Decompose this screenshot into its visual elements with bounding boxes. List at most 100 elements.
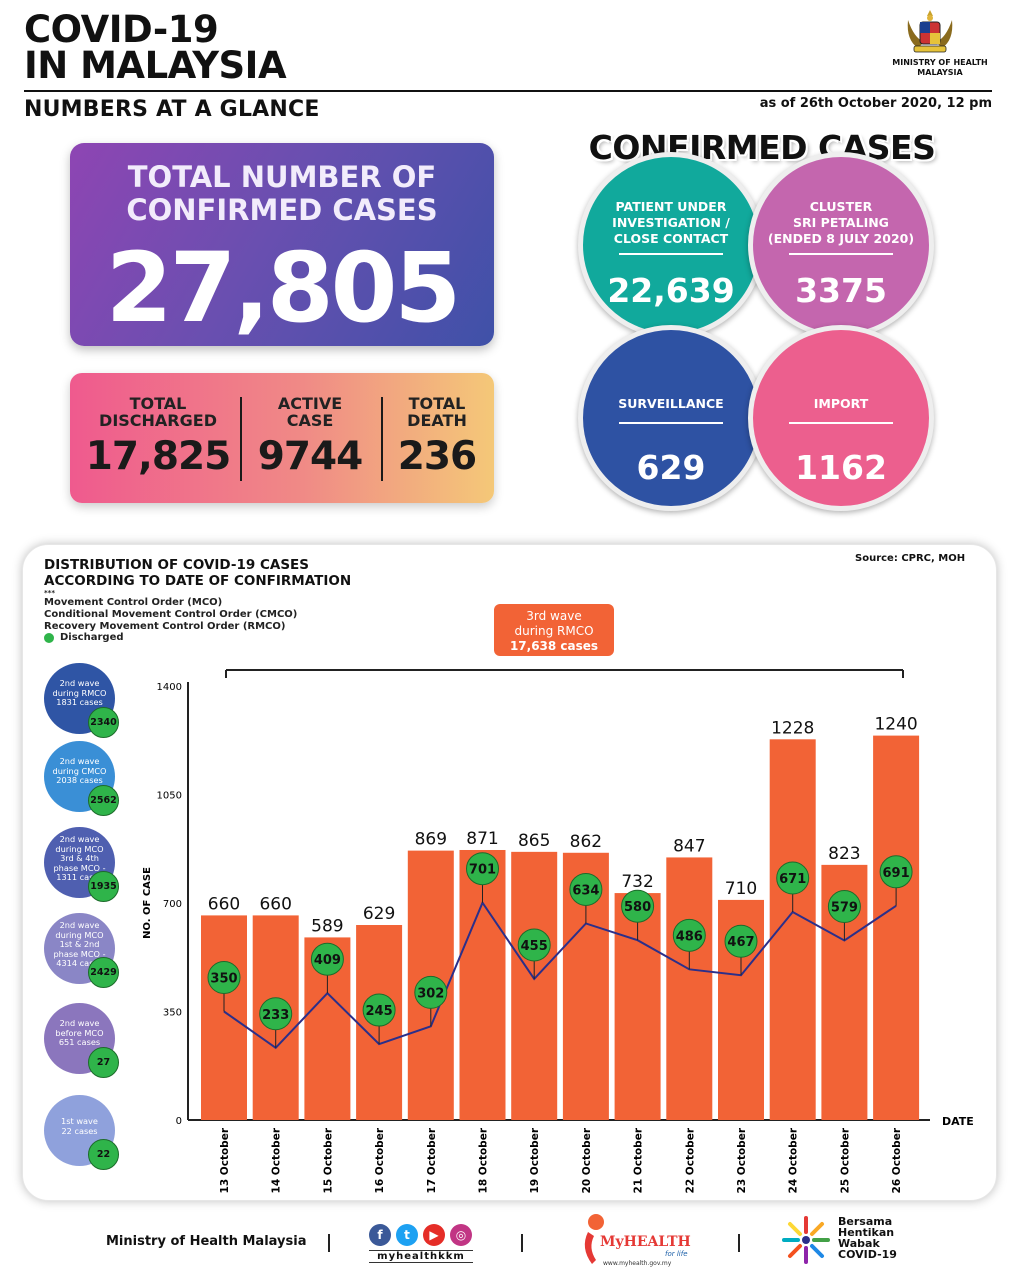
discharged-value-label: 691 <box>883 866 910 881</box>
annotation-line-1: 3rd wave <box>526 609 581 623</box>
surveillance-divider <box>619 422 723 424</box>
campaign-line-3: Wabak <box>838 1237 880 1250</box>
discharged-marker <box>517 928 551 962</box>
ministry-line-1: MINISTRY OF HEALTH <box>892 58 988 67</box>
y-tick-label: 1050 <box>157 791 182 802</box>
wave-text-line: 2nd wave <box>59 678 100 688</box>
y-tick-label: 1400 <box>157 682 182 693</box>
cluster-label-2: SRI PETALING <box>793 215 889 230</box>
total-confirmed-value: 27,805 <box>105 232 461 344</box>
annotation-line-3: 17,638 cases <box>510 639 598 653</box>
wave-text: 1st wave 22 cases <box>44 1095 115 1136</box>
x-tick-label: 25 October <box>839 1127 851 1193</box>
x-tick-label: 13 October <box>219 1127 231 1193</box>
bar <box>511 851 558 1120</box>
wave-text-line: 3rd & 4th <box>60 853 99 863</box>
wave-text: 2nd wave before MCO 651 cases <box>44 1003 115 1048</box>
wave-discharged-badge: 2340 <box>88 707 119 738</box>
death-label-1: TOTAL <box>408 394 466 413</box>
import-divider <box>789 422 893 424</box>
legend-mco: Movement Control Order (MCO) <box>44 597 223 608</box>
active-label-1: ACTIVE <box>277 394 343 413</box>
x-tick-label: 18 October <box>478 1127 490 1193</box>
source-label: Source: CPRC, MOH <box>855 553 966 564</box>
discharged-value-label: 233 <box>262 1008 289 1023</box>
total-label-line-1: TOTAL NUMBER OF <box>127 160 437 194</box>
x-tick-label: 23 October <box>736 1127 748 1193</box>
footer-divider <box>738 1234 740 1252</box>
discharged-value-label: 486 <box>676 929 703 944</box>
total-label-line-2: CONFIRMED CASES <box>126 193 438 227</box>
wave-text-line: 1311 cases <box>56 872 103 882</box>
cluster-label: CLUSTER SRI PETALING (ENDED 8 JULY 2020) <box>763 199 919 247</box>
discharged-marker <box>414 975 448 1009</box>
surveillance-value: 629 <box>636 448 706 487</box>
campaign-line-4: COVID-19 <box>838 1248 897 1261</box>
discharged-value-label: 409 <box>314 953 341 968</box>
import-label: IMPORT <box>813 396 869 411</box>
bar <box>666 857 713 1120</box>
discharged-marker <box>776 861 810 895</box>
bar-value-label: 862 <box>570 832 602 852</box>
campaign-burst-icon <box>782 1216 830 1264</box>
discharged-label-2: DISCHARGED <box>99 411 217 430</box>
facebook-icon[interactable]: f <box>369 1224 391 1246</box>
campaign-line-2: Hentikan <box>838 1226 895 1239</box>
header-divider <box>24 90 992 92</box>
wave-text-line: 651 cases <box>58 1037 101 1047</box>
legend-discharged: Discharged <box>60 632 124 643</box>
bar-value-label: 871 <box>466 829 498 849</box>
social-handle[interactable]: myhealthkkm <box>369 1250 473 1263</box>
x-tick-label: 24 October <box>788 1127 800 1193</box>
y-axis-label: NO. OF CASE <box>142 867 153 939</box>
cluster-circle: CLUSTER SRI PETALING (ENDED 8 JULY 2020)… <box>748 152 934 338</box>
wave-text-line: 22 cases <box>61 1125 98 1136</box>
annotation-box <box>494 604 614 656</box>
wave-discharged-badge: 2429 <box>88 957 119 988</box>
discharged-value: 17,825 <box>85 434 232 479</box>
wave-text-line: phase MCO - <box>53 948 106 959</box>
discharged-marker <box>207 961 241 994</box>
discharged-marker <box>310 942 344 976</box>
wave-text: 2nd wave during RMCO 1831 cases <box>44 663 115 708</box>
bar-value-label: 710 <box>725 879 757 899</box>
discharged-marker <box>827 890 861 924</box>
discharged-marker <box>672 918 706 952</box>
ministry-label: MINISTRY OF HEALTH MALAYSIA <box>880 58 1000 78</box>
wave-text-line: phase MCO - <box>53 862 106 873</box>
x-tick-label: 19 October <box>529 1127 541 1193</box>
wave-text: 2nd wave during MCO 1st & 2nd phase MCO -43… <box>44 913 115 969</box>
wave-discharged-badge: 22 <box>88 1139 119 1170</box>
wave-text-line: during MCO <box>55 843 104 854</box>
discharged-value-label: 302 <box>417 986 444 1001</box>
active-stat: ACTIVE CASE 9744 <box>246 395 374 479</box>
distribution-title-line-2: ACCORDING TO DATE OF CONFIRMATION <box>44 573 352 589</box>
bar-value-label: 1228 <box>771 718 814 738</box>
cluster-label-3: (ENDED 8 JULY 2020) <box>767 231 915 246</box>
myhealth-tagline: for life <box>665 1250 688 1258</box>
total-confirmed-label: TOTAL NUMBER OF CONFIRMED CASES <box>70 161 494 227</box>
coat-of-arms-icon <box>907 10 953 53</box>
x-tick-label: 17 October <box>426 1127 438 1193</box>
x-tick-label: 22 October <box>684 1127 696 1193</box>
youtube-icon[interactable]: ▶ <box>423 1224 445 1246</box>
wave-bubble: 2nd wave before MCO 651 cases 27 <box>44 1003 119 1078</box>
pui-label-1: PATIENT UNDER <box>615 199 727 214</box>
bar-value-label: 865 <box>518 831 550 851</box>
footer-divider <box>328 1234 330 1252</box>
twitter-icon[interactable]: t <box>396 1224 418 1246</box>
discharged-marker <box>362 993 396 1027</box>
instagram-icon[interactable]: ◎ <box>450 1224 472 1246</box>
stat-divider <box>381 397 383 481</box>
title-line-1: COVID-19 <box>24 8 219 51</box>
annotation-line-2: during RMCO <box>514 624 593 638</box>
stat-divider <box>240 397 242 481</box>
myhealth-url[interactable]: www.myhealth.gov.my <box>603 1260 672 1267</box>
wave-text: 2nd wave during MCO 3rd & 4th phase MCO -13… <box>44 827 115 883</box>
page-title: COVID-19 IN MALAYSIA <box>24 8 287 84</box>
stats-card: TOTAL DISCHARGED 17,825 ACTIVE CASE 9744… <box>70 373 494 503</box>
pui-value: 22,639 <box>607 271 735 310</box>
discharged-label-1: TOTAL <box>129 394 187 413</box>
discharged-value-label: 671 <box>779 872 806 887</box>
